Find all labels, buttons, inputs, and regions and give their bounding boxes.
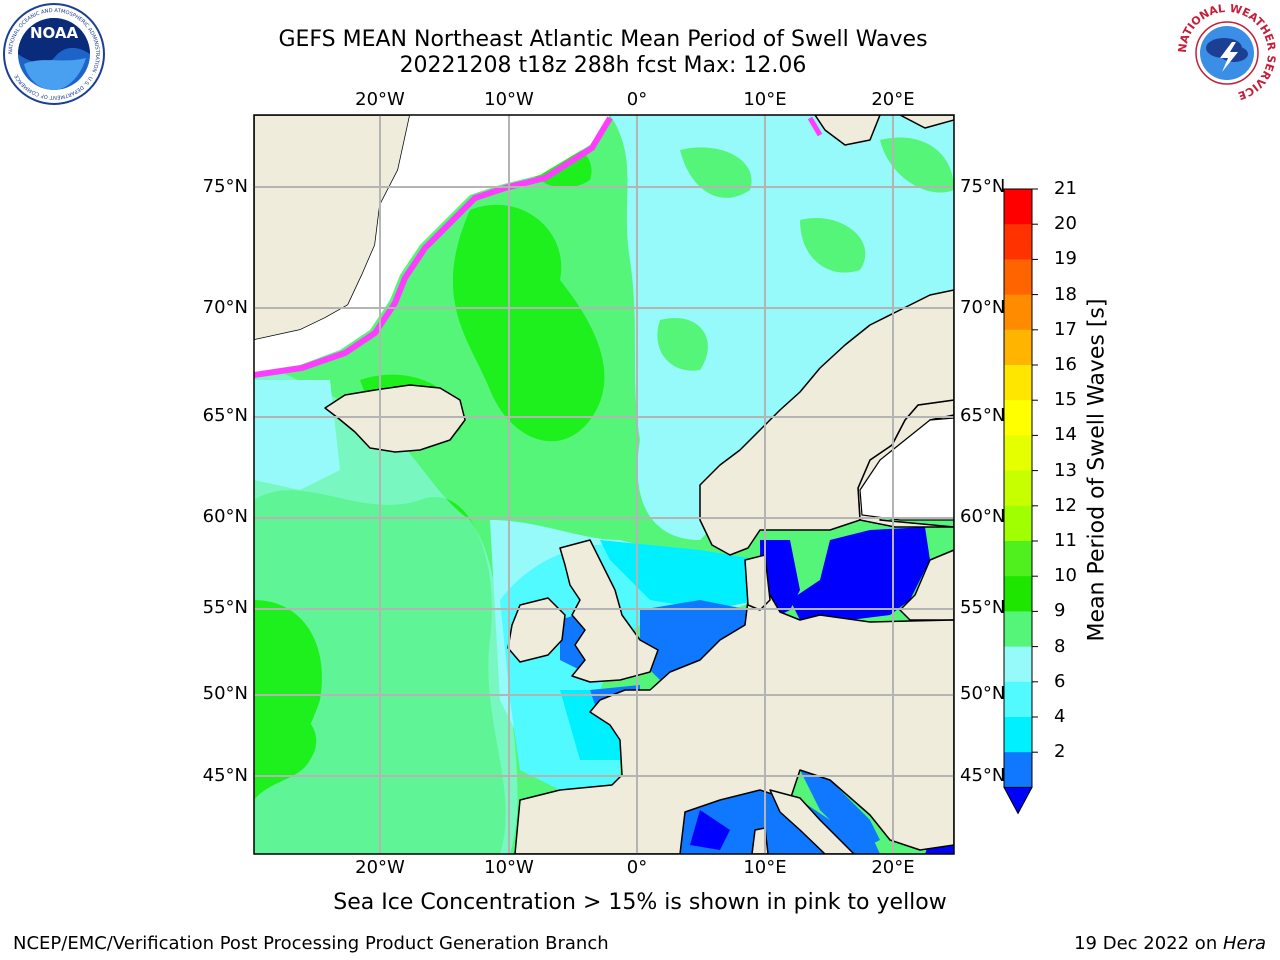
land-masses [254,115,954,854]
colorbar-tick-label: 9 [1054,600,1066,622]
lat-label-left: 70°N [202,297,248,318]
colorbar-tick-label: 11 [1054,530,1077,551]
italy [769,789,855,854]
swell-9-10-islands [254,137,954,780]
scandinavia [699,289,954,556]
chart-title: GEFS MEAN Northeast Atlantic Mean Period… [278,27,928,52]
lat-label-right: 45°N [960,765,1006,786]
lon-label-top: 10°E [743,89,787,110]
colorbar-segment [1004,294,1032,331]
colorbar-segment [1004,365,1032,401]
lon-label-top: 20°E [871,89,915,110]
colorbar [1003,188,1038,815]
lon-label-bottom: 10°W [484,857,534,878]
sea-ice-footnote: Sea Ice Concentration > 15% is shown in … [333,890,947,915]
noaa-logo-text: NOAA [30,24,79,42]
colorbar-segment [1004,717,1032,753]
colorbar-tick-label: 19 [1054,248,1077,270]
colorbar-tick-label: 12 [1054,494,1077,516]
colorbar-tick-label: 8 [1054,635,1066,657]
colorbar-segment [1004,576,1032,612]
colorbar-tick-label: 20 [1054,213,1077,235]
colorbar-tick-label: 16 [1054,354,1077,375]
colorbar-segment [1004,435,1032,472]
colorbar-tick-label: 4 [1054,706,1066,727]
lat-label-right: 70°N [960,297,1006,318]
colorbar-tick-label: 14 [1054,424,1077,446]
colorbar-segment [1004,681,1032,718]
colorbar-tick-label: 6 [1054,670,1066,692]
colorbar-segment [1004,646,1032,683]
colorbar-segment [1004,224,1032,260]
nws-logo: NATIONAL WEATHER SERVICE [1176,2,1278,102]
lon-label-top: 0° [626,89,648,110]
lon-label-bottom: 10°E [743,857,787,878]
lat-label-left: 65°N [202,405,248,426]
colorbar-label: Mean Period of Swell Waves [s] [1084,298,1110,642]
lon-label-top: 10°W [484,89,534,110]
colorbar-tick-label: 17 [1054,318,1077,340]
lat-label-right: 55°N [960,597,1006,618]
credit-right: 19 Dec 2022 on Hera [1074,933,1266,954]
colorbar-segment [1004,541,1032,577]
great-britain [559,539,659,683]
graticule [254,115,954,854]
lat-label-left: 60°N [202,506,248,527]
lon-label-top: 20°W [355,89,405,110]
colorbar-frame [1003,188,1033,788]
colorbar-tick-label: 21 [1054,178,1077,199]
lat-label-left: 50°N [202,683,248,704]
colorbar-tick-label: 13 [1054,459,1077,481]
colorbar-segment [1004,259,1032,296]
lat-label-right: 50°N [960,683,1006,704]
colorbar-segment [1004,505,1032,542]
colorbar-segment [1004,470,1032,507]
map-frame [253,114,955,855]
colorbar-tick-label: 15 [1054,389,1077,411]
noaa-logo: NOAA NATIONAL OCEANIC AND ATMOSPHERIC AD… [3,3,105,105]
ice-pack [254,115,610,372]
credit-date: 19 Dec 2022 on [1074,933,1223,954]
lon-label-bottom: 20°E [871,857,915,878]
map-layer [254,115,954,854]
ireland [507,597,566,663]
colorbar-tick-label: 10 [1054,565,1077,587]
lat-label-left: 45°N [202,765,248,786]
lat-label-right: 75°N [960,176,1006,197]
colorbar-segment [1004,189,1032,225]
lat-label-left: 75°N [202,176,248,197]
chart-subtitle: 20221208 t18z 288h fcst Max: 12.06 [399,53,807,78]
lat-label-left: 55°N [202,597,248,618]
colorbar-segment [1004,329,1032,366]
colorbar-segment [1004,400,1032,436]
colorbar-tick-label: 18 [1054,283,1077,305]
sea-ice-edge [254,116,613,378]
svalbard [814,115,881,146]
gulf-of-bothnia-ice-free-land [859,417,954,521]
colorbar-extend-arrow [1003,786,1033,815]
credit-left: NCEP/EMC/Verification Post Processing Pr… [13,933,609,954]
baltic-states [899,549,954,621]
jutland [744,554,771,611]
lat-label-right: 60°N [960,506,1006,527]
lat-label-right: 65°N [960,405,1006,426]
colorbar-tick-label: 2 [1054,741,1066,763]
colorbar-segment [1004,752,1032,788]
lon-label-bottom: 0° [626,857,648,878]
credit-host: Hera [1222,933,1266,954]
colorbar-segment [1004,611,1032,648]
lon-label-bottom: 20°W [355,857,405,878]
